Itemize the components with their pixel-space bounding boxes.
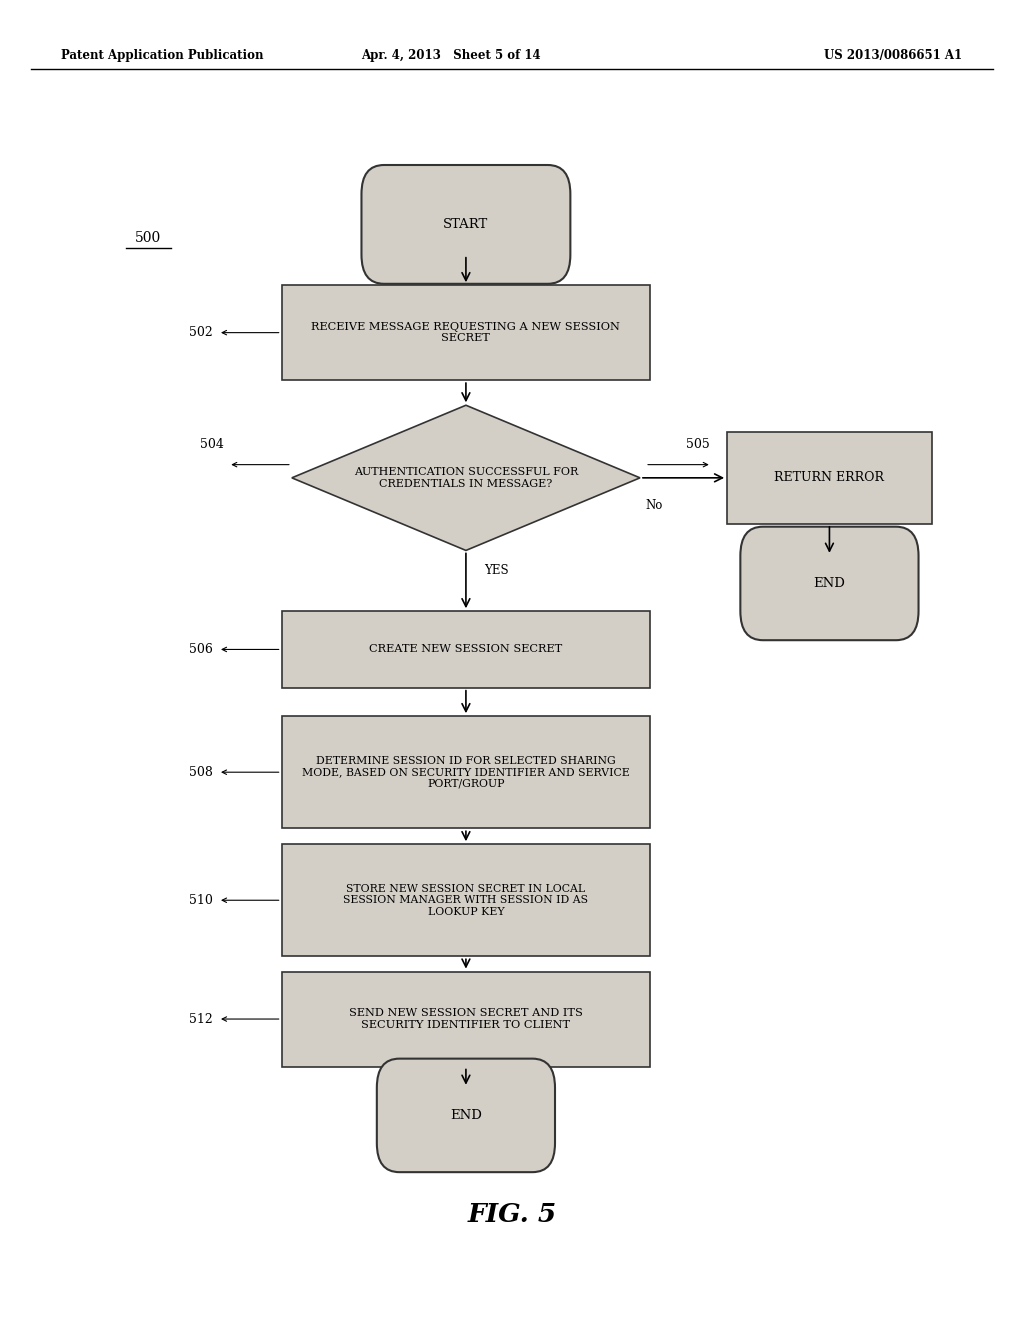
Text: 506: 506 [189, 643, 213, 656]
Polygon shape [292, 405, 640, 550]
Text: END: END [450, 1109, 482, 1122]
Text: START: START [443, 218, 488, 231]
Text: 510: 510 [189, 894, 213, 907]
Text: Apr. 4, 2013   Sheet 5 of 14: Apr. 4, 2013 Sheet 5 of 14 [360, 49, 541, 62]
FancyBboxPatch shape [377, 1059, 555, 1172]
Text: STORE NEW SESSION SECRET IN LOCAL
SESSION MANAGER WITH SESSION ID AS
LOOKUP KEY: STORE NEW SESSION SECRET IN LOCAL SESSIO… [343, 883, 589, 917]
FancyBboxPatch shape [740, 527, 919, 640]
Text: FIG. 5: FIG. 5 [467, 1203, 557, 1226]
Text: No: No [645, 499, 663, 512]
FancyBboxPatch shape [282, 972, 650, 1067]
FancyBboxPatch shape [282, 285, 650, 380]
FancyBboxPatch shape [282, 845, 650, 956]
Text: RECEIVE MESSAGE REQUESTING A NEW SESSION
SECRET: RECEIVE MESSAGE REQUESTING A NEW SESSION… [311, 322, 621, 343]
Text: 502: 502 [189, 326, 213, 339]
Text: DETERMINE SESSION ID FOR SELECTED SHARING
MODE, BASED ON SECURITY IDENTIFIER AND: DETERMINE SESSION ID FOR SELECTED SHARIN… [302, 755, 630, 789]
Text: END: END [813, 577, 846, 590]
Text: 505: 505 [686, 438, 710, 451]
FancyBboxPatch shape [282, 611, 650, 688]
Text: RETURN ERROR: RETURN ERROR [774, 471, 885, 484]
Text: US 2013/0086651 A1: US 2013/0086651 A1 [824, 49, 963, 62]
Text: Patent Application Publication: Patent Application Publication [61, 49, 264, 62]
Text: YES: YES [484, 564, 509, 577]
Text: 504: 504 [200, 438, 223, 451]
Text: 500: 500 [135, 231, 162, 244]
FancyBboxPatch shape [361, 165, 570, 284]
Text: SEND NEW SESSION SECRET AND ITS
SECURITY IDENTIFIER TO CLIENT: SEND NEW SESSION SECRET AND ITS SECURITY… [349, 1008, 583, 1030]
FancyBboxPatch shape [727, 432, 932, 524]
FancyBboxPatch shape [282, 715, 650, 829]
Text: CREATE NEW SESSION SECRET: CREATE NEW SESSION SECRET [370, 644, 562, 655]
Text: 508: 508 [189, 766, 213, 779]
Text: 512: 512 [189, 1012, 213, 1026]
Text: AUTHENTICATION SUCCESSFUL FOR
CREDENTIALS IN MESSAGE?: AUTHENTICATION SUCCESSFUL FOR CREDENTIAL… [354, 467, 578, 488]
